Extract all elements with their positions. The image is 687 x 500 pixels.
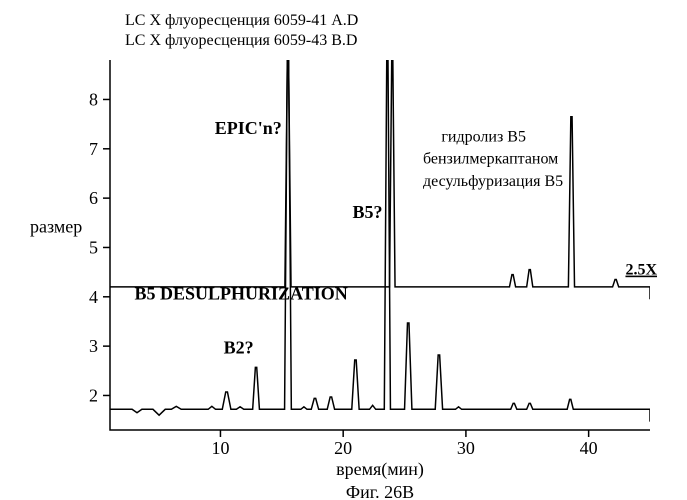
header-line: LC X флуоресценция 6059-43 B.D [125, 32, 357, 49]
y-tick-label: 4 [89, 287, 98, 307]
y-axis-label: размер [30, 217, 82, 237]
upper-trace [110, 60, 650, 299]
header-line: LC X флуоресценция 6059-41 A.D [125, 12, 358, 29]
y-tick-label: 5 [89, 237, 98, 257]
annotation: гидролиз В5 [441, 128, 526, 145]
chromatogram-chart: LC X флуоресценция 6059-41 A.D LC X флуор… [0, 0, 687, 500]
x-tick-label: 30 [457, 438, 475, 458]
y-tick-label: 3 [89, 336, 98, 356]
y-tick-label: 8 [89, 89, 98, 109]
x-tick-label: 10 [211, 438, 229, 458]
annotation: 2.5X [625, 262, 657, 279]
x-axis-label: время(мин) [336, 459, 424, 480]
x-tick-label: 20 [334, 438, 352, 458]
annotation: EPIC'n? [215, 118, 282, 138]
annotation: B5 DESULPHURIZATION [135, 283, 348, 303]
annotation: B5? [352, 202, 382, 222]
y-tick-label: 6 [89, 188, 98, 208]
figure-label: Фиг. 26В [346, 482, 414, 500]
x-tick-label: 40 [580, 438, 598, 458]
y-tick-label: 7 [89, 139, 98, 159]
annotation: B2? [224, 338, 254, 358]
y-tick-label: 2 [89, 385, 98, 405]
annotation: десульфуризация В5 [423, 173, 563, 190]
annotation: бензилмеркаптаном [423, 151, 558, 168]
